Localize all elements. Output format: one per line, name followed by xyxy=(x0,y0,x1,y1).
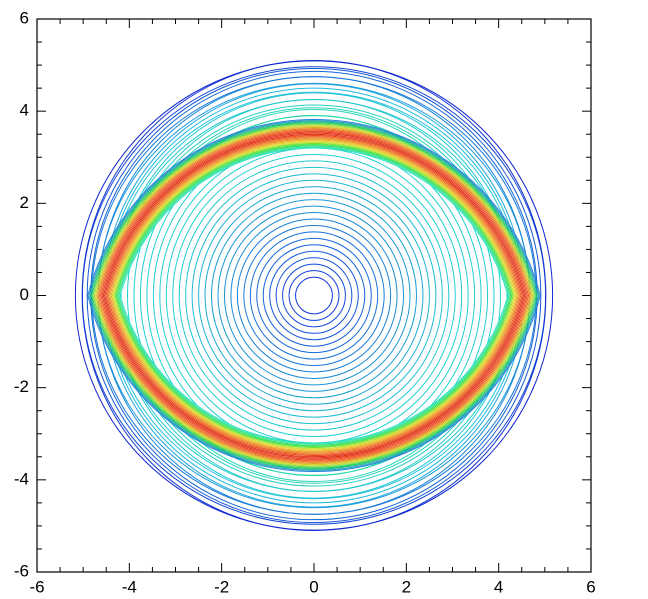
y-tick-label: -4 xyxy=(14,469,29,488)
contour-line xyxy=(91,122,537,469)
contour-line xyxy=(159,148,469,443)
contour-line xyxy=(116,145,512,446)
contour-line xyxy=(87,119,541,472)
contour-line xyxy=(230,212,398,379)
contour-line xyxy=(269,250,359,341)
contour-line xyxy=(185,166,443,425)
contour-line xyxy=(105,135,523,456)
x-tick-label: 4 xyxy=(494,577,503,596)
contour-line xyxy=(198,179,430,412)
contour-line xyxy=(118,146,510,445)
contour-line xyxy=(105,87,523,504)
contour-line xyxy=(96,126,532,465)
x-tick-label: -6 xyxy=(29,577,44,596)
contour-line xyxy=(113,99,515,492)
contour-line xyxy=(178,160,450,431)
contour-line xyxy=(211,192,417,399)
inner-contours xyxy=(120,148,508,443)
contour-line xyxy=(74,60,554,531)
y-tick-label: -6 xyxy=(14,561,29,580)
contour-line xyxy=(113,92,515,499)
contour-line xyxy=(204,186,424,405)
contour-line xyxy=(89,121,539,470)
contour-line xyxy=(262,244,366,347)
contour-line xyxy=(86,67,542,524)
contour-line xyxy=(288,270,340,321)
contour-line xyxy=(120,148,508,443)
contour-line xyxy=(249,231,379,360)
y-tick-label: 4 xyxy=(20,101,29,120)
contour-line xyxy=(103,83,525,508)
contour-line xyxy=(275,257,353,334)
contour-line xyxy=(223,205,405,386)
contour-line xyxy=(93,124,535,467)
contour-line xyxy=(119,147,509,444)
contour-line xyxy=(110,139,518,452)
contour-line xyxy=(109,138,519,453)
plot-area xyxy=(74,60,554,531)
contour-line xyxy=(113,141,515,450)
contour-line xyxy=(236,218,392,373)
contour-line xyxy=(114,142,514,449)
contour-line xyxy=(146,148,482,443)
contour-line xyxy=(97,128,531,463)
contour-line xyxy=(115,144,513,447)
contour-line xyxy=(104,133,524,458)
contour-line xyxy=(88,120,540,471)
contour-line xyxy=(107,137,521,454)
contour-line xyxy=(102,132,526,459)
x-tick-label: -4 xyxy=(122,577,137,596)
x-tick-label: 0 xyxy=(309,577,318,596)
contour-line xyxy=(165,148,463,443)
contour-line xyxy=(98,129,530,462)
contour-line xyxy=(152,148,476,443)
y-tick-label: 6 xyxy=(20,8,29,27)
contour-line xyxy=(217,199,411,392)
y-tick-label: -2 xyxy=(14,377,29,396)
contour-line xyxy=(111,140,517,451)
contour-line xyxy=(108,91,520,500)
contour-line xyxy=(100,130,528,461)
contour-line xyxy=(120,99,508,492)
contour-line xyxy=(295,276,333,315)
contour-line xyxy=(126,148,502,443)
contour-line xyxy=(101,131,527,460)
contour-line xyxy=(256,237,372,354)
contour-line xyxy=(243,224,385,367)
contour-line xyxy=(172,153,456,438)
y-tick-label: 0 xyxy=(20,285,29,304)
contour-line xyxy=(92,123,536,468)
contour-line xyxy=(95,125,533,466)
y-tick-label: 2 xyxy=(20,193,29,212)
contour-line xyxy=(282,263,346,328)
contour-line xyxy=(133,148,495,443)
x-tick-label: 2 xyxy=(402,577,411,596)
contour-line xyxy=(106,136,522,455)
x-tick-label: 6 xyxy=(586,577,595,596)
contour-line xyxy=(191,173,437,418)
x-tick-label: -2 xyxy=(214,577,229,596)
contour-line xyxy=(139,148,489,443)
